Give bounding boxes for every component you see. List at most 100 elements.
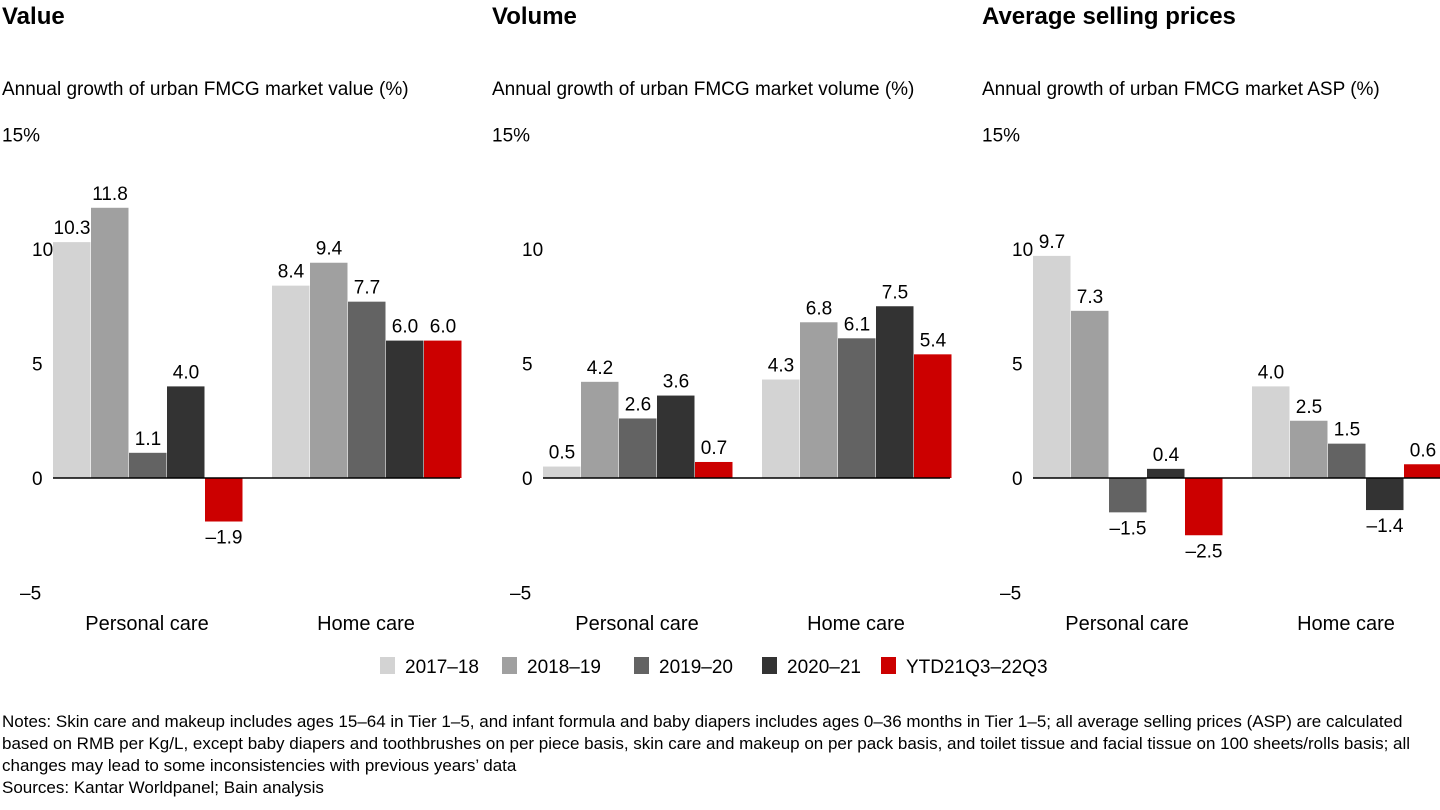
volume-chart-title: Volume (492, 3, 577, 30)
data-label: 6.8 (806, 298, 832, 319)
data-label: 9.7 (1039, 232, 1065, 253)
y-tick-label: 0 (1012, 469, 1023, 490)
bar (1252, 386, 1290, 478)
y-tick-label: 10 (522, 240, 543, 261)
y-tick-label: 15% (2, 126, 40, 147)
legend-swatch (634, 657, 649, 674)
y-tick-label: 15% (492, 126, 530, 147)
value-chart-subtitle: Annual growth of urban FMCG market value… (2, 79, 409, 100)
y-tick-label: 0 (522, 469, 533, 490)
y-tick-label: 5 (522, 355, 533, 376)
legend-swatch (502, 657, 517, 674)
category-label: Home care (1297, 613, 1395, 635)
data-label: 5.4 (920, 330, 947, 351)
data-label: 4.3 (768, 356, 794, 377)
y-tick-label: 10 (1012, 240, 1033, 261)
bar (838, 338, 876, 478)
sources-text: Sources: Kantar Worldpanel; Bain analysi… (2, 778, 324, 797)
y-tick-label: 5 (32, 355, 43, 376)
y-tick-label: 5 (1012, 355, 1023, 376)
bar (619, 418, 657, 478)
data-label: 7.3 (1077, 287, 1103, 308)
y-tick-label: –5 (510, 584, 531, 605)
bar (876, 306, 914, 478)
average-selling-prices-chart-title: Average selling prices (982, 3, 1236, 30)
bar (581, 381, 619, 478)
data-label: 4.2 (587, 358, 613, 379)
data-label: 1.1 (135, 429, 161, 450)
data-label: 0.5 (549, 443, 575, 464)
bar (1109, 478, 1147, 513)
category-label: Personal care (85, 613, 208, 635)
category-label: Home care (807, 613, 905, 635)
data-label: 10.3 (54, 218, 91, 239)
data-label: 2.5 (1296, 397, 1322, 418)
data-label: 8.4 (278, 262, 305, 283)
bar (310, 262, 348, 478)
average-selling-prices-chart-subtitle: Annual growth of urban FMCG market ASP (… (982, 79, 1380, 100)
legend-label: 2020–21 (787, 657, 861, 678)
data-label: –1.5 (1110, 518, 1147, 539)
y-tick-label: –5 (1000, 584, 1021, 605)
bar (657, 395, 695, 478)
bar (348, 301, 386, 478)
notes-block: Notes: Skin care and makeup includes age… (2, 711, 1432, 799)
bar (91, 207, 129, 478)
bar (167, 386, 205, 478)
data-label: 0.6 (1410, 440, 1436, 461)
bar (53, 242, 91, 478)
data-label: 7.7 (354, 278, 380, 299)
data-label: 2.6 (625, 394, 651, 415)
bar (1033, 255, 1071, 478)
bar (129, 452, 167, 478)
data-label: 6.0 (430, 317, 456, 338)
bar (1328, 443, 1366, 478)
bar (800, 322, 838, 478)
bar (1366, 478, 1404, 511)
y-tick-label: 15% (982, 126, 1020, 147)
legend-label: 2018–19 (527, 657, 601, 678)
bar (543, 466, 581, 478)
bar (386, 340, 424, 478)
bar (424, 340, 462, 478)
data-label: –1.4 (1367, 516, 1404, 537)
legend-swatch (762, 657, 777, 674)
bar (695, 461, 733, 478)
data-label: –1.9 (206, 528, 243, 549)
y-tick-label: 10 (32, 240, 53, 261)
data-label: 3.6 (663, 372, 689, 393)
data-label: 6.1 (844, 314, 870, 335)
legend-label: 2019–20 (659, 657, 733, 678)
bar (1071, 310, 1109, 478)
data-label: 1.5 (1334, 420, 1360, 441)
legend-label: YTD21Q3–22Q3 (906, 657, 1048, 678)
legend-label: 2017–18 (405, 657, 479, 678)
bar (272, 285, 310, 478)
data-label: 9.4 (316, 239, 343, 260)
bar (205, 478, 243, 522)
data-label: 0.4 (1153, 445, 1180, 466)
data-label: 0.7 (701, 438, 727, 459)
bar (762, 379, 800, 478)
y-tick-label: –5 (20, 584, 41, 605)
volume-chart-subtitle: Annual growth of urban FMCG market volum… (492, 79, 914, 100)
data-label: 11.8 (92, 184, 128, 205)
bar (1290, 420, 1328, 478)
value-chart-title: Value (2, 3, 65, 30)
data-label: 4.0 (1258, 362, 1284, 383)
data-label: 6.0 (392, 317, 418, 338)
data-label: 4.0 (173, 362, 199, 383)
legend-swatch (881, 657, 896, 674)
bar (1147, 468, 1185, 478)
bar (914, 354, 952, 478)
notes-text: Notes: Skin care and makeup includes age… (2, 712, 1411, 775)
category-label: Home care (317, 613, 415, 635)
data-label: –2.5 (1186, 541, 1223, 562)
category-label: Personal care (575, 613, 698, 635)
category-label: Personal care (1065, 613, 1188, 635)
data-label: 7.5 (882, 282, 908, 303)
legend-swatch (380, 657, 395, 674)
bar (1185, 478, 1223, 536)
